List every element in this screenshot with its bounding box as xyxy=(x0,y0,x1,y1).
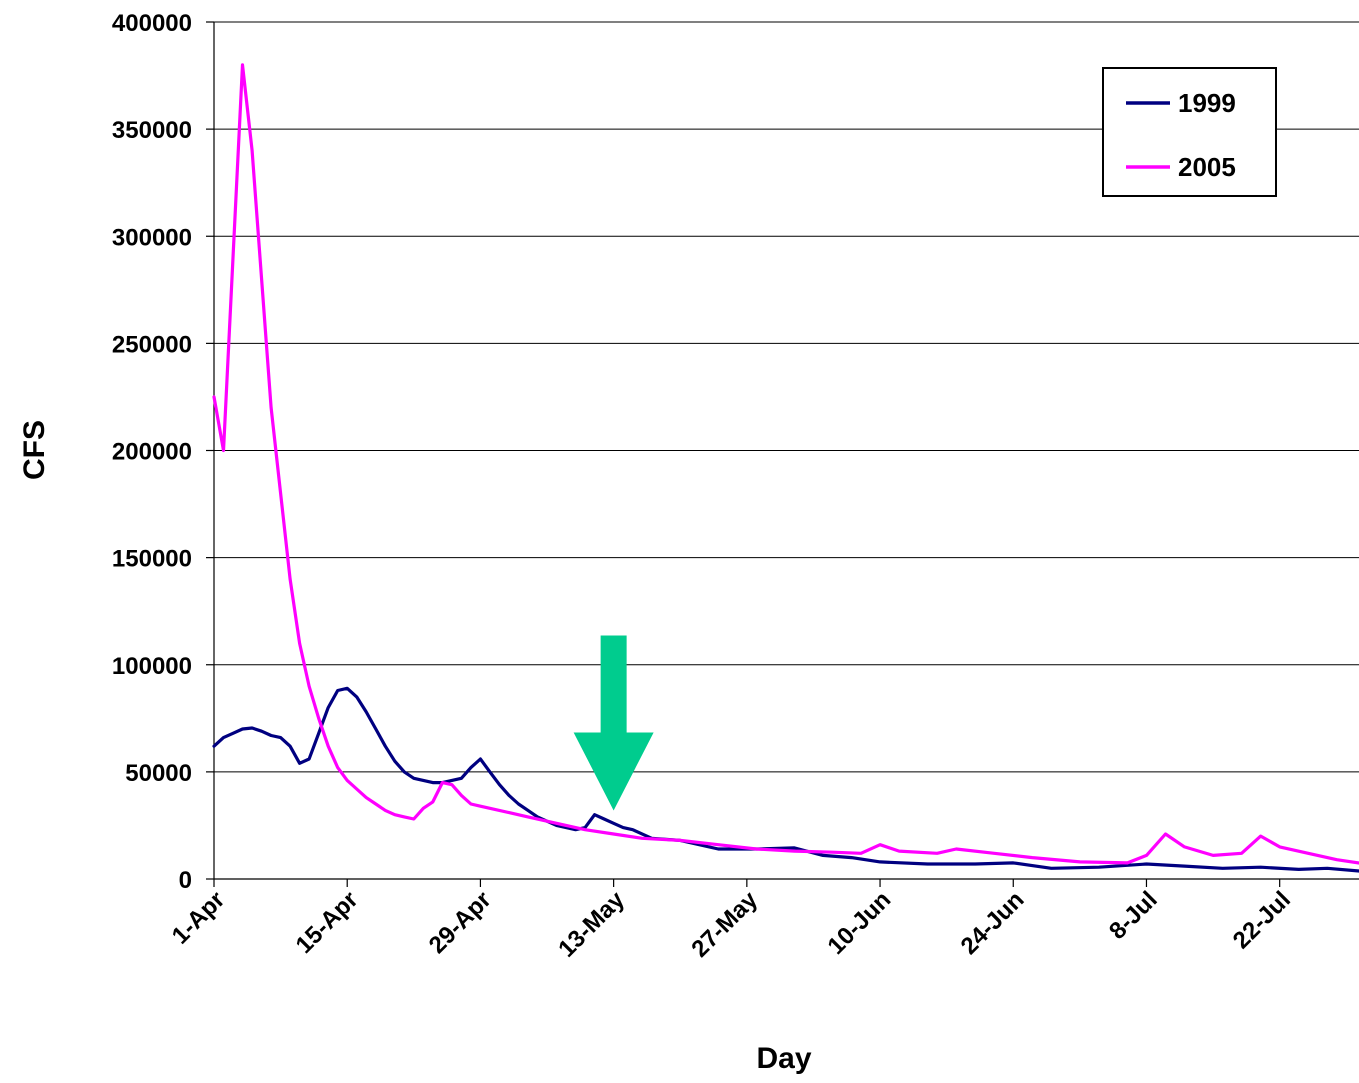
x-tick-label: 15-Apr xyxy=(291,886,364,959)
y-tick-label: 100000 xyxy=(112,653,192,680)
y-tick-label: 300000 xyxy=(112,224,192,251)
legend: 1999 2005 xyxy=(1102,67,1277,197)
series-line-2005 xyxy=(212,63,1359,865)
x-tick-label: 13-May xyxy=(553,886,630,963)
y-tick-label: 250000 xyxy=(112,331,192,358)
x-tick-label: 8-Jul xyxy=(1104,886,1163,945)
y-tick-label: 400000 xyxy=(112,10,192,37)
x-axis-title: Day xyxy=(756,1042,811,1075)
y-tick-label: 0 xyxy=(179,867,192,894)
y-tick-label: 350000 xyxy=(112,117,192,144)
x-tick-label: 1-Apr xyxy=(167,886,230,949)
y-axis-ticks: 0 50000 100000 150000 250000 300000 350000 4000… xyxy=(112,10,214,894)
legend-label-2005: 2005 xyxy=(1178,152,1236,182)
x-tick-label: 10-Jun xyxy=(822,886,896,960)
x-tick-label: 29-Apr xyxy=(424,886,497,959)
down-arrow-icon xyxy=(573,635,654,811)
series-lines xyxy=(212,63,1359,873)
annotation-arrow xyxy=(573,635,654,811)
x-tick-label: 27-May xyxy=(686,886,763,963)
y-tick-label: 150000 xyxy=(112,546,192,573)
y-tick-label: 200000 xyxy=(112,439,192,466)
x-tick-label: 22-Jul xyxy=(1228,886,1296,954)
series-line-1999 xyxy=(212,686,1359,873)
y-tick-label: 50000 xyxy=(125,760,192,787)
legend-box xyxy=(1102,67,1277,197)
legend-label-1999: 1999 xyxy=(1178,88,1236,118)
y-axis-title: CFS xyxy=(18,420,51,480)
x-axis-ticks: 1-Apr 15-Apr 29-Apr 13-May 27-May 10-Jun 24-Ju… xyxy=(167,879,1296,963)
x-tick-label: 24-Jun xyxy=(956,886,1030,960)
grid-lines xyxy=(214,21,1359,773)
